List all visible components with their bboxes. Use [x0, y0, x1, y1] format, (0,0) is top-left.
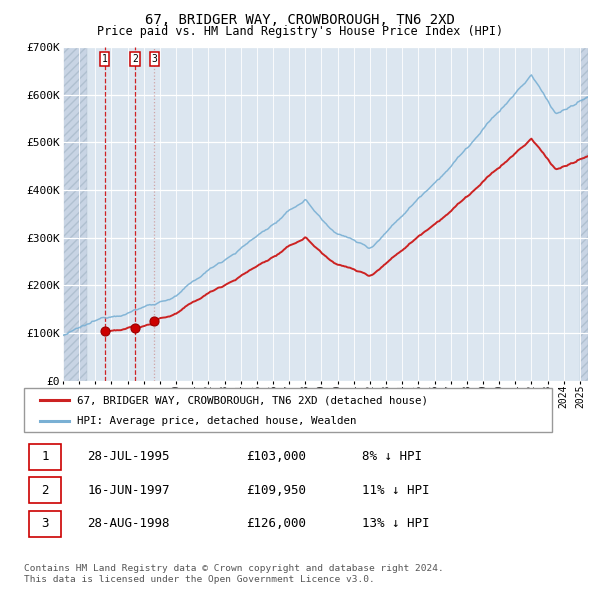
Text: 2: 2	[132, 54, 138, 64]
Bar	[63, 47, 87, 381]
Text: 3: 3	[151, 54, 157, 64]
Text: £103,000: £103,000	[246, 450, 306, 463]
Text: Contains HM Land Registry data © Crown copyright and database right 2024.: Contains HM Land Registry data © Crown c…	[24, 565, 444, 573]
Text: 11% ↓ HPI: 11% ↓ HPI	[362, 484, 430, 497]
Text: 1: 1	[101, 54, 107, 64]
FancyBboxPatch shape	[29, 477, 61, 503]
Text: 67, BRIDGER WAY, CROWBOROUGH, TN6 2XD: 67, BRIDGER WAY, CROWBOROUGH, TN6 2XD	[145, 13, 455, 27]
Text: 16-JUN-1997: 16-JUN-1997	[88, 484, 170, 497]
Text: 28-AUG-1998: 28-AUG-1998	[88, 517, 170, 530]
Text: 28-JUL-1995: 28-JUL-1995	[88, 450, 170, 463]
Text: £126,000: £126,000	[246, 517, 306, 530]
FancyBboxPatch shape	[29, 444, 61, 470]
Text: 1: 1	[41, 450, 49, 463]
Text: This data is licensed under the Open Government Licence v3.0.: This data is licensed under the Open Gov…	[24, 575, 375, 584]
Text: HPI: Average price, detached house, Wealden: HPI: Average price, detached house, Weal…	[77, 416, 356, 426]
Text: 13% ↓ HPI: 13% ↓ HPI	[362, 517, 430, 530]
Text: £109,950: £109,950	[246, 484, 306, 497]
Text: 8% ↓ HPI: 8% ↓ HPI	[362, 450, 422, 463]
FancyBboxPatch shape	[24, 388, 552, 432]
Bar	[580, 47, 588, 381]
Text: 67, BRIDGER WAY, CROWBOROUGH, TN6 2XD (detached house): 67, BRIDGER WAY, CROWBOROUGH, TN6 2XD (d…	[77, 395, 428, 405]
Text: 3: 3	[41, 517, 49, 530]
FancyBboxPatch shape	[29, 511, 61, 537]
Text: 2: 2	[41, 484, 49, 497]
Text: Price paid vs. HM Land Registry's House Price Index (HPI): Price paid vs. HM Land Registry's House …	[97, 25, 503, 38]
